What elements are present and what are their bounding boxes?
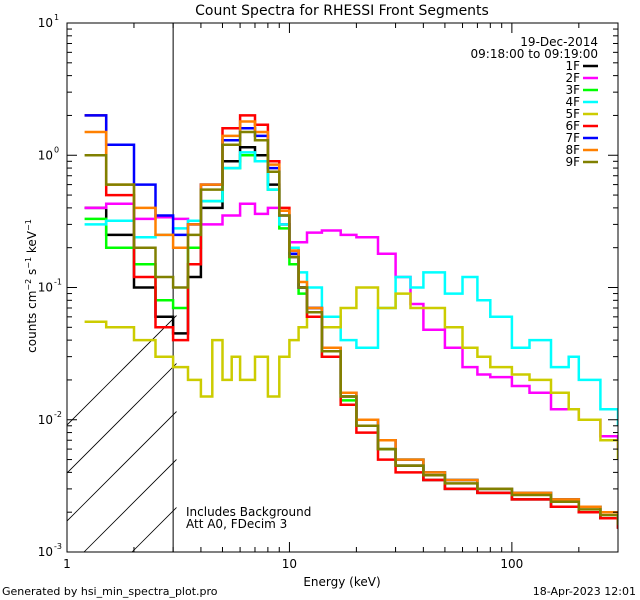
y-tick-label-exponent: -3	[54, 542, 62, 551]
hatch-line	[131, 506, 177, 552]
shaded-region	[67, 23, 640, 552]
y-tick-label-exponent: 0	[54, 145, 59, 154]
y-tick-label: 10	[38, 281, 53, 295]
y-tick-label: 10	[38, 16, 53, 30]
generated-by-label: Generated by hsi_min_spectra_plot.pro	[2, 585, 218, 598]
y-tick-label: 10	[38, 545, 53, 559]
y-axis-label-counts: counts cm	[25, 291, 39, 353]
series-lines	[84, 114, 618, 529]
y-tick-label-exponent: -2	[54, 410, 62, 419]
legend-label-9f: 9F	[565, 155, 580, 169]
legend-label-2f: 2F	[565, 71, 580, 85]
hatch-line	[67, 410, 177, 522]
date-annotation: 19-Dec-2014	[520, 35, 598, 49]
chart-title: Count Spectra for RHESSI Front Segments	[195, 3, 489, 19]
x-tick-label: 10	[282, 557, 297, 571]
y-axis-label: counts cm−2 s−1 keV−1	[24, 219, 39, 353]
x-tick-label: 1	[63, 557, 71, 571]
y-tick-label: 10	[38, 148, 53, 162]
legend-label-4f: 4F	[565, 95, 580, 109]
x-axis-label: Energy (keV)	[303, 575, 380, 589]
series-line-3f	[84, 154, 618, 519]
series-line-9f	[84, 130, 618, 525]
hatch-line	[67, 362, 177, 474]
series-line-4f	[84, 151, 618, 426]
x-tick-label: 100	[500, 557, 523, 571]
background-note: Includes Background	[186, 505, 311, 519]
time-range-annotation: 09:18:00 to 09:19:00	[471, 47, 598, 61]
series-line-5f	[84, 286, 618, 460]
legend-label-5f: 5F	[565, 107, 580, 121]
y-tick-label: 10	[38, 413, 53, 427]
legend-label-3f: 3F	[565, 83, 580, 97]
hatch-line	[83, 458, 177, 552]
series-line-8f	[84, 120, 618, 519]
y-tick-label-exponent: -1	[54, 278, 62, 287]
y-tick-label-exponent: 1	[54, 13, 59, 22]
timestamp-label: 18-Apr-2023 12:01	[533, 585, 636, 598]
y-axis-label-exp2: −1	[24, 257, 33, 269]
attenuator-note: Att A0, FDecim 3	[186, 517, 287, 531]
y-axis-label-exp1: −2	[24, 279, 33, 291]
hatch-line	[420, 23, 640, 552]
legend-label-1f: 1F	[565, 59, 580, 73]
series-line-6f	[84, 114, 618, 529]
legend-label-7f: 7F	[565, 131, 580, 145]
legend-label-8f: 8F	[565, 143, 580, 157]
y-axis-label-exp3: −1	[24, 219, 33, 231]
legend-label-6f: 6F	[565, 119, 580, 133]
